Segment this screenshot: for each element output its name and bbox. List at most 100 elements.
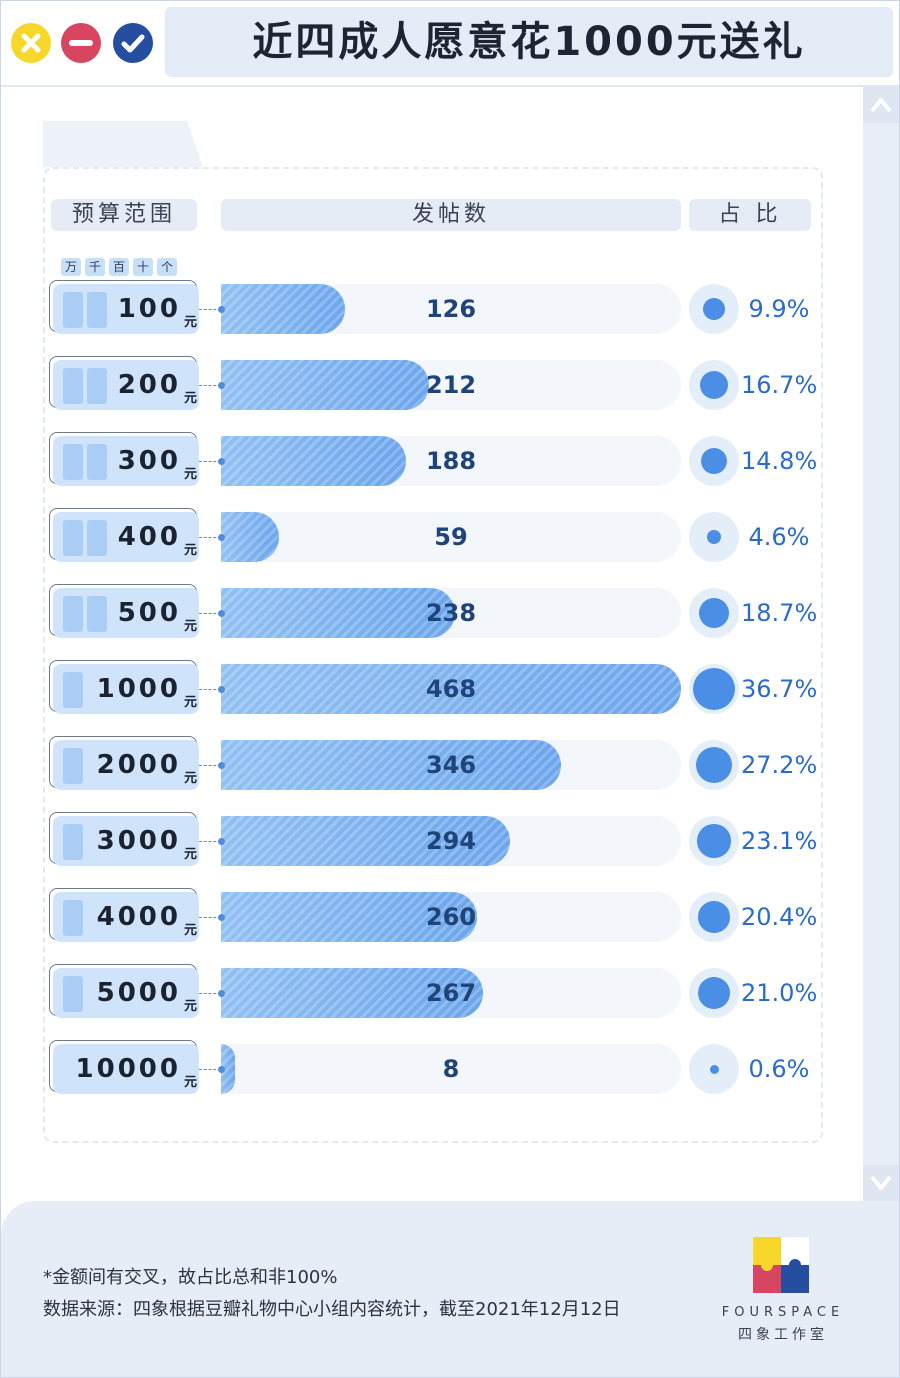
connector-line [199,385,221,386]
close-icon [21,33,41,53]
check-icon [121,34,145,53]
empty-digit-slot [63,444,83,480]
share-dot [697,824,731,858]
budget-amount: 300 [117,446,181,476]
page-title: 近四成人愿意花1000元送礼 [252,19,806,65]
budget-label: 5000 元 [53,968,199,1018]
connector-dot [218,914,225,921]
post-count-label: 294 [425,827,477,855]
post-count-label: 188 [425,447,477,475]
share-label: 0.6% [748,1055,810,1083]
post-count-label: 346 [425,751,477,779]
unit-label: 百 [109,258,129,276]
post-count-label: 59 [434,523,468,551]
budget-amount: 3000 [96,826,181,856]
minimize-button[interactable] [61,23,101,63]
empty-digit-slot [63,824,83,860]
unit-label: 万 [61,258,81,276]
currency-unit: 元 [183,847,197,862]
bar [221,664,681,714]
unit-label: 个 [157,258,177,276]
connector-line [199,1069,221,1070]
brand-name: FOURSPACE [721,1305,845,1320]
share-dot [698,901,730,933]
connector-dot [218,990,225,997]
connector-line [199,309,221,310]
empty-digit-slot [63,520,83,556]
empty-digit-slot [63,900,83,936]
share-label: 14.8% [741,447,818,475]
header-posts: 发帖数 [221,199,681,231]
empty-digit-slot [63,672,83,708]
bar [221,360,430,410]
unit-label: 千 [85,258,105,276]
share-dot [699,598,729,628]
footnote: *金额间有交叉，故占比总和非100% [43,1267,338,1288]
confirm-button[interactable] [113,23,153,63]
bar-row: 3000 元 294 23.1% [1,812,899,868]
connector-line [199,917,221,918]
unit-label: 十 [133,258,153,276]
bar-row: 300 元 188 14.8% [1,432,899,488]
bar-row: 5000 元 267 21.0% [1,964,899,1020]
minus-icon [69,40,93,46]
bar-track [221,512,681,562]
bar-row: 1000 元 468 36.7% [1,660,899,716]
scroll-up-button[interactable] [863,87,899,123]
share-label: 18.7% [741,599,818,627]
scroll-down-button[interactable] [863,1165,899,1201]
panel-tab [43,121,203,167]
share-dot [693,668,735,710]
currency-unit: 元 [183,619,197,634]
budget-label: 400 元 [53,512,199,562]
close-button[interactable] [11,23,51,63]
post-count-label: 267 [425,979,477,1007]
footer [1,1201,899,1377]
share-dot [699,370,729,400]
connector-dot [218,686,225,693]
share-label: 21.0% [741,979,818,1007]
bar [221,968,484,1018]
bar [221,892,477,942]
empty-digit-slot [87,596,107,632]
puzzle-logo-icon [753,1237,809,1293]
digit-units: 万千百十个 [61,256,181,276]
bar-row: 10000 元 8 0.6% [1,1040,899,1096]
share-label: 16.7% [741,371,818,399]
data-source: 数据来源：四象根据豆瓣礼物中心小组内容统计，截至2021年12月12日 [43,1299,621,1320]
budget-label: 3000 元 [53,816,199,866]
connector-dot [218,306,225,313]
empty-digit-slot [63,368,83,404]
share-dot [703,298,725,320]
share-label: 27.2% [741,751,818,779]
connector-dot [218,1066,225,1073]
connector-dot [218,610,225,617]
share-label: 23.1% [741,827,818,855]
connector-dot [218,838,225,845]
currency-unit: 元 [183,923,197,938]
title-bar: 近四成人愿意花1000元送礼 [1,1,899,87]
budget-amount: 5000 [96,978,181,1008]
scrollbar-track[interactable] [863,87,899,1201]
bar-row: 2000 元 346 27.2% [1,736,899,792]
bar [221,588,455,638]
connector-dot [218,382,225,389]
budget-label: 4000 元 [53,892,199,942]
post-count-label: 468 [425,675,477,703]
bar-row: 500 元 238 18.7% [1,584,899,640]
currency-unit: 元 [183,771,197,786]
post-count-label: 8 [442,1055,460,1083]
budget-label: 300 元 [53,436,199,486]
bar [221,436,406,486]
share-dot [709,1064,719,1074]
connector-dot [218,762,225,769]
connector-line [199,461,221,462]
empty-digit-slot [63,976,83,1012]
bar [221,284,345,334]
share-label: 20.4% [741,903,818,931]
connector-dot [218,458,225,465]
bar [221,816,510,866]
share-dot [700,447,728,475]
budget-label: 1000 元 [53,664,199,714]
bar [221,512,279,562]
